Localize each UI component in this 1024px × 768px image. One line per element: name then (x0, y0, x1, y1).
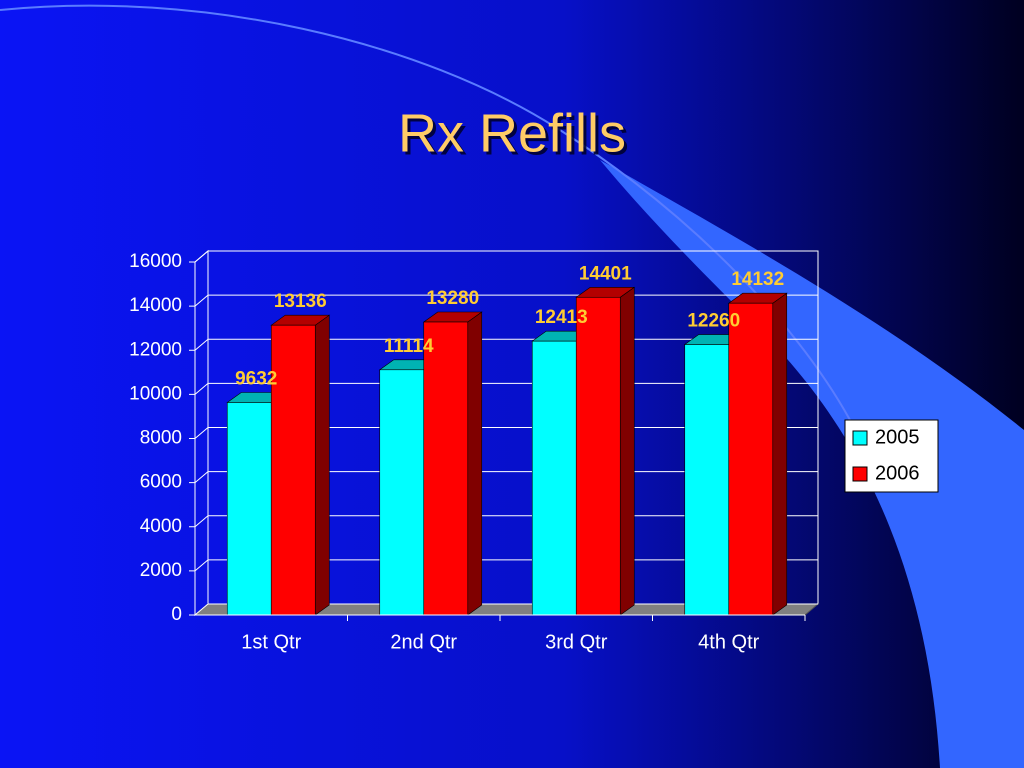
grid-line-side (194, 338, 209, 351)
grid-line-side (194, 471, 209, 484)
value-label: 12260 (687, 311, 740, 332)
y-tick-label: 16000 (129, 251, 182, 272)
bar-side (467, 311, 483, 616)
grid-line-side (194, 382, 209, 395)
value-label: 14132 (731, 269, 784, 290)
value-label: 12413 (535, 307, 588, 328)
grid-line-side (194, 294, 209, 307)
y-tick-label: 2000 (140, 560, 182, 581)
y-tick-label: 8000 (140, 428, 182, 449)
y-tick-label: 4000 (140, 516, 182, 537)
x-tick-label: 1st Qtr (241, 631, 301, 653)
value-label: 9632 (235, 369, 277, 390)
bar-side (772, 292, 788, 616)
y-tick-label: 12000 (129, 339, 182, 360)
legend-label: 2006 (875, 462, 920, 484)
grid-line-side (194, 427, 209, 439)
y-tick-label: 10000 (129, 383, 182, 404)
value-label: 11114 (384, 336, 434, 357)
bar (379, 369, 425, 616)
bar-side (314, 314, 330, 616)
bar (226, 402, 272, 616)
grid-line-side (194, 250, 209, 263)
bar-side (619, 286, 635, 616)
value-label: 13136 (274, 291, 327, 312)
bar (423, 321, 469, 616)
chart: 0 2000 4000 6000 8000 10000 12000 14000 16000 1st… (129, 249, 939, 653)
y-tick-label: 6000 (140, 472, 182, 493)
value-label: 14401 (579, 263, 632, 284)
y-tick-label: 0 (171, 604, 182, 625)
y-tick-label: 14000 (129, 295, 182, 316)
value-label: 13280 (426, 288, 479, 309)
x-tick-label: 2nd Qtr (390, 631, 457, 653)
grid-line-side (194, 559, 209, 572)
legend-label: 2005 (875, 426, 920, 448)
bar (531, 340, 577, 616)
grid-line-side (194, 603, 209, 616)
bar (270, 324, 316, 616)
x-tick-label: 3rd Qtr (545, 631, 608, 653)
legend-swatch (852, 466, 868, 482)
grid-line-side (194, 515, 209, 528)
bar (728, 302, 774, 616)
legend-swatch (852, 430, 868, 446)
bar (575, 296, 621, 616)
decor-swath (600, 160, 1024, 768)
slide-title: Rx Refills (398, 103, 626, 163)
x-tick-label: 4th Qtr (698, 631, 759, 653)
bar (684, 344, 730, 616)
